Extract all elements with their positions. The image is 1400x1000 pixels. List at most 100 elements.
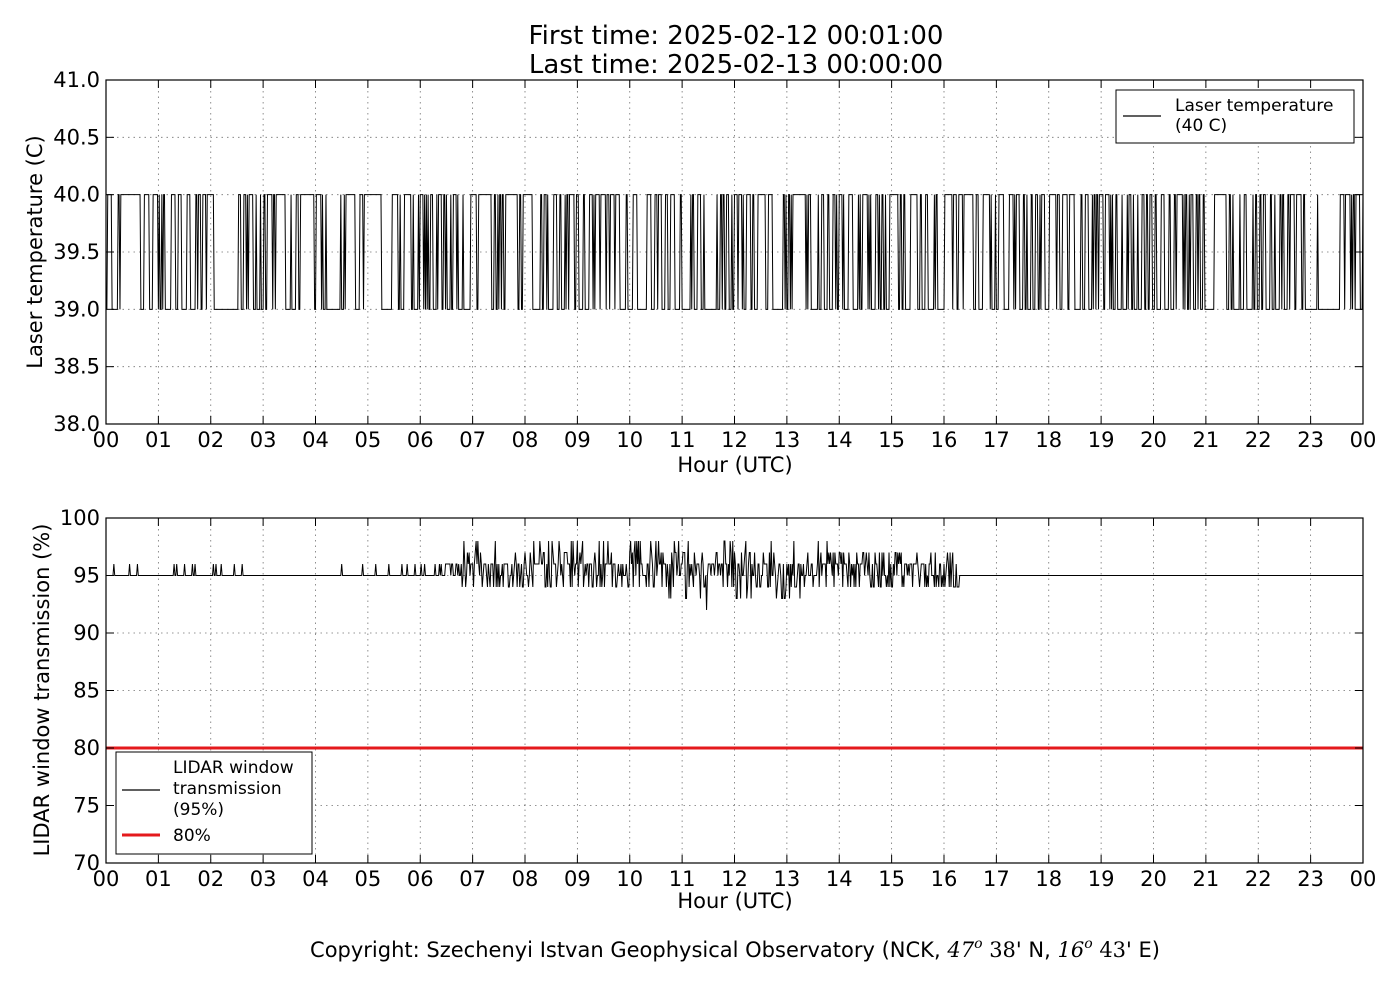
bottom-y-tick-label: 70: [73, 851, 100, 875]
top-x-tick-label: 22: [1245, 428, 1272, 452]
top-y-tick-label: 39.0: [53, 297, 100, 321]
top-y-tick-label: 38.5: [53, 355, 100, 379]
copyright-lon-deg-sup: o: [1084, 936, 1092, 952]
bottom-x-tick-label: 07: [459, 867, 486, 891]
top-x-tick-label: 17: [983, 428, 1010, 452]
bottom-legend-label-2: 80%: [173, 826, 211, 846]
lidar-transmission-series: [106, 540, 1363, 611]
top-x-tick-label: 12: [721, 428, 748, 452]
top-y-tick-label: 38.0: [53, 412, 100, 436]
bottom-legend-label-1-line2: transmission: [173, 779, 282, 799]
top-x-tick-label: 00: [1350, 428, 1377, 452]
laser-temperature-panel: 38.038.539.039.540.040.541.0 00 01 02 03 04 0…: [23, 68, 1376, 477]
copyright-text: Copyright: Szechenyi Istvan Geophysical …: [310, 929, 1160, 962]
bottom-x-tick-label: 00: [93, 867, 120, 891]
top-y-tick-label: 40.5: [53, 125, 100, 149]
top-x-tick-label: 11: [669, 428, 696, 452]
top-x-tick-label: 14: [826, 428, 853, 452]
bottom-y-tick-label: 85: [73, 679, 100, 703]
top-x-tick-label: 13: [774, 428, 801, 452]
laser-temperature-series: [106, 194, 1364, 310]
bottom-x-tick-label: 04: [302, 867, 329, 891]
bottom-y-tick-label: 95: [73, 564, 100, 588]
bottom-x-axis-label: Hour (UTC): [677, 889, 792, 913]
top-x-tick-label: 02: [197, 428, 224, 452]
top-y-tick-label: 39.5: [53, 240, 100, 264]
bottom-y-ticks: 70 75 80 85 90 95 100: [60, 506, 1363, 875]
top-x-ticks: 00 01 02 03 04 05 06 07 08 09 10 11 12 13 14 15 16 17 18 19…: [93, 80, 1377, 452]
copyright-lon-min: 43: [1099, 938, 1126, 962]
top-legend-label-line1: Laser temperature: [1175, 96, 1333, 116]
laser-temperature-line: [106, 194, 1364, 310]
copyright-lat-deg: 47: [946, 938, 974, 962]
bottom-x-tick-label: 19: [1088, 867, 1115, 891]
top-x-tick-label: 21: [1193, 428, 1220, 452]
top-x-tick-label: 07: [459, 428, 486, 452]
top-y-ticks: 38.0 38.5 39.0 39.5 40.0 40.5 41.0: [53, 68, 1363, 436]
top-x-axis-label: Hour (UTC): [677, 453, 792, 477]
bottom-x-tick-label: 09: [564, 867, 591, 891]
top-x-tick-label: 01: [145, 428, 172, 452]
bottom-y-axis-label: LIDAR window transmission (%): [30, 524, 54, 857]
title-line-2: Last time: 2025-02-13 00:00:00: [529, 50, 943, 80]
bottom-x-tick-label: 16: [931, 867, 958, 891]
top-x-tick-label: 16: [931, 428, 958, 452]
top-x-tick-label: 23: [1297, 428, 1324, 452]
top-x-tick-label: 18: [1035, 428, 1062, 452]
bottom-y-tick-label: 75: [73, 794, 100, 818]
bottom-x-tick-label: 15: [878, 867, 905, 891]
top-x-tick-label: 00: [93, 428, 120, 452]
bottom-legend-label-1-line1: LIDAR window: [173, 758, 294, 778]
bottom-x-tick-label: 06: [407, 867, 434, 891]
copyright-lon-suffix: ' E): [1126, 938, 1160, 962]
copyright-prefix: Copyright: Szechenyi Istvan Geophysical …: [310, 938, 941, 962]
copyright-lat-deg-sup: o: [974, 936, 982, 952]
bottom-legend: LIDAR window transmission (95%) 80%: [115, 751, 313, 855]
top-legend: Laser temperature (40 C): [1115, 89, 1355, 144]
top-y-tick-label: 40.0: [53, 183, 100, 207]
top-legend-label-line2: (40 C): [1175, 116, 1227, 136]
bottom-x-tick-label: 01: [145, 867, 172, 891]
bottom-x-tick-label: 05: [355, 867, 382, 891]
bottom-x-tick-label: 03: [250, 867, 277, 891]
top-x-tick-label: 04: [302, 428, 329, 452]
top-x-tick-label: 15: [878, 428, 905, 452]
bottom-x-tick-label: 10: [616, 867, 643, 891]
bottom-x-tick-label: 08: [512, 867, 539, 891]
bottom-y-tick-label: 100: [60, 506, 100, 530]
bottom-x-tick-label: 20: [1140, 867, 1167, 891]
bottom-x-tick-label: 11: [669, 867, 696, 891]
top-x-tick-label: 20: [1140, 428, 1167, 452]
copyright-lat-suffix: ' N,: [1016, 938, 1051, 962]
top-x-tick-label: 19: [1088, 428, 1115, 452]
bottom-legend-label-1-line3: (95%): [173, 800, 224, 820]
lidar-transmission-line: [106, 540, 1363, 611]
bottom-x-tick-label: 18: [1035, 867, 1062, 891]
top-x-tick-label: 09: [564, 428, 591, 452]
top-y-tick-label: 41.0: [53, 68, 100, 92]
bottom-x-tick-label: 22: [1245, 867, 1272, 891]
bottom-x-tick-label: 21: [1193, 867, 1220, 891]
bottom-x-tick-label: 14: [826, 867, 853, 891]
bottom-x-tick-label: 00: [1350, 867, 1377, 891]
bottom-y-tick-label: 90: [73, 621, 100, 645]
top-x-tick-label: 06: [407, 428, 434, 452]
title-line-1: First time: 2025-02-12 00:01:00: [529, 21, 944, 51]
top-x-tick-label: 08: [512, 428, 539, 452]
bottom-x-tick-label: 12: [721, 867, 748, 891]
bottom-x-tick-label: 13: [774, 867, 801, 891]
lidar-transmission-panel: 70 75 80 85 90 95 100 00 01 02 03 04 05 06 07 08 09 10 11…: [30, 506, 1376, 913]
copyright-lon-deg: 16: [1057, 938, 1084, 962]
top-y-axis-label: Laser temperature (C): [23, 135, 47, 368]
top-x-tick-label: 03: [250, 428, 277, 452]
bottom-x-ticks: 00 01 02 03 04 05 06 07 08 09 10 11 12 13 14 15 16 17 18 19…: [93, 518, 1377, 891]
top-x-tick-label: 10: [616, 428, 643, 452]
bottom-x-tick-label: 17: [983, 867, 1010, 891]
top-x-tick-label: 05: [355, 428, 382, 452]
bottom-y-tick-label: 80: [73, 736, 100, 760]
bottom-x-tick-label: 23: [1297, 867, 1324, 891]
bottom-x-tick-label: 02: [197, 867, 224, 891]
copyright-lat-min: 38: [989, 938, 1016, 962]
bottom-legend-box: [115, 751, 313, 855]
